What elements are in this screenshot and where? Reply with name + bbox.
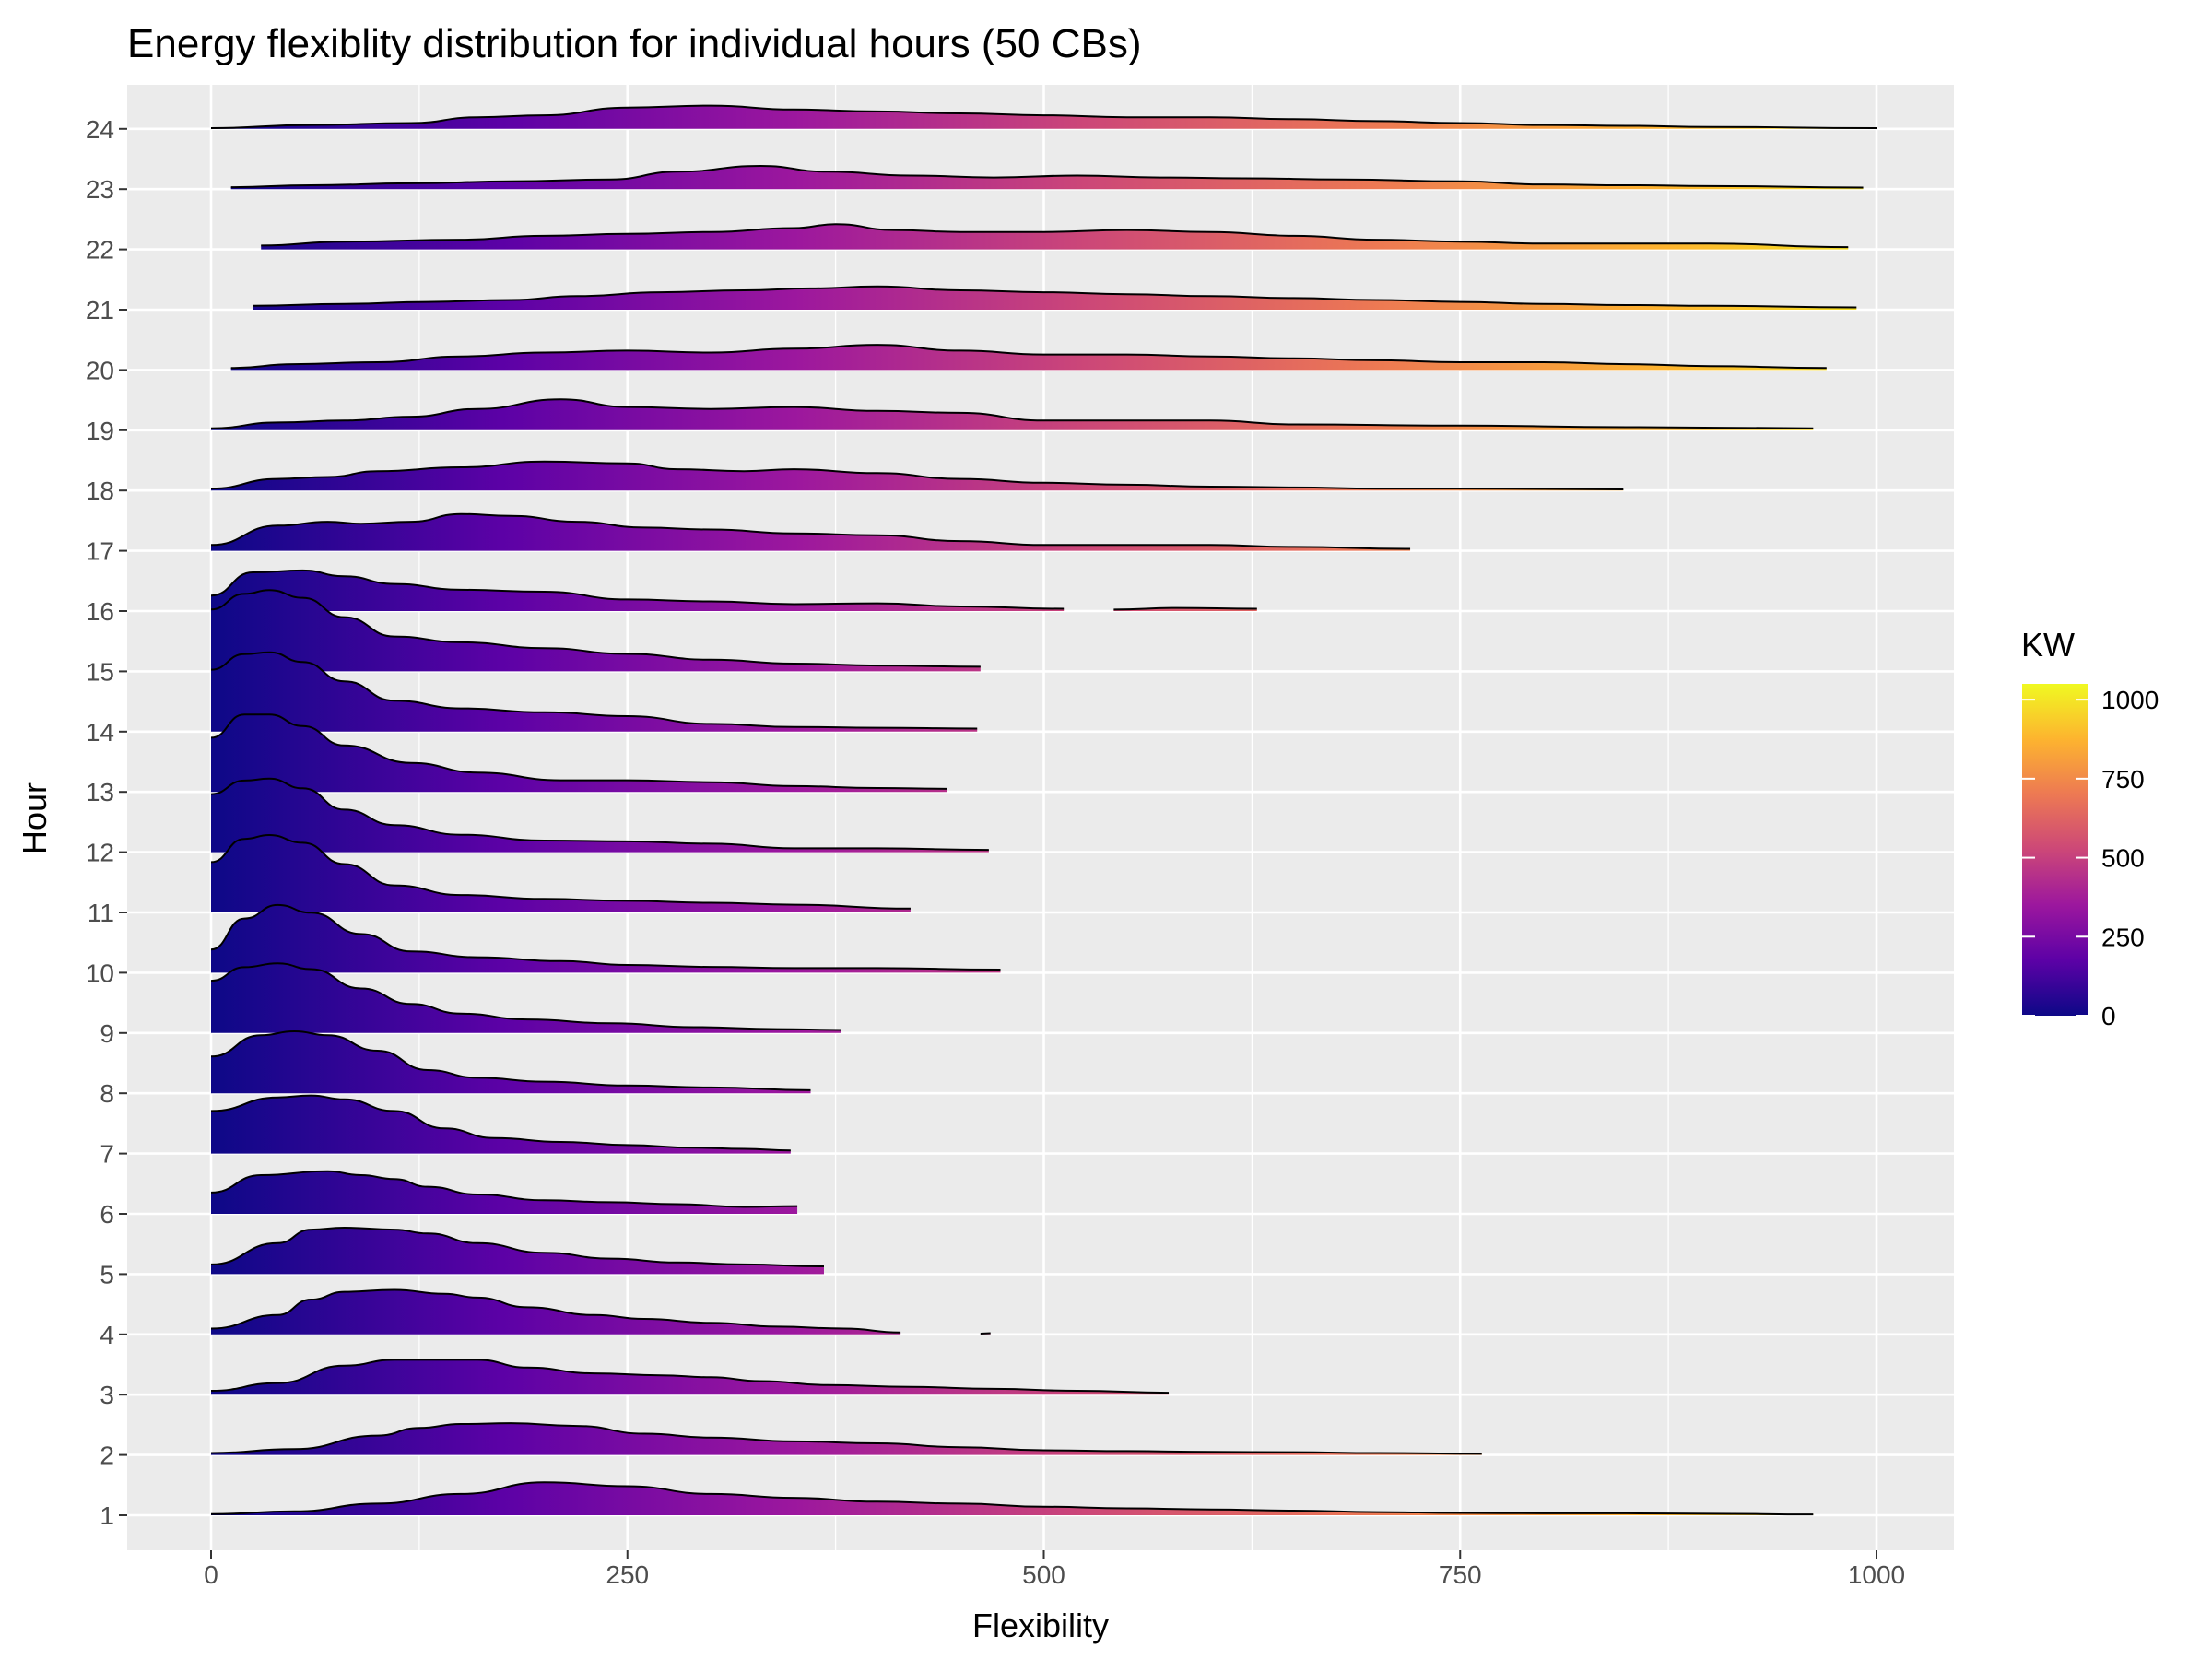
y-tick-label: 10 — [86, 959, 114, 987]
ridge-hour-12 — [211, 778, 989, 853]
ridge-hour-21 — [253, 286, 1857, 310]
ridge-hour-2 — [211, 1423, 1482, 1455]
legend-colorbar — [2022, 684, 2088, 1016]
ridge-outline-hour-7 — [210, 1094, 791, 1152]
x-tick-label: 1000 — [1848, 1560, 1905, 1589]
y-tick-label: 22 — [86, 236, 114, 265]
ridge-outline-hour-11 — [210, 833, 911, 910]
y-tick-label: 7 — [100, 1140, 114, 1169]
ridge-outline-hour-8 — [210, 1030, 811, 1091]
ridge-outline-hour-18 — [210, 460, 1624, 490]
ridge-outline-hour-24 — [210, 104, 1877, 129]
x-tick-label: 250 — [606, 1560, 649, 1589]
y-tick-label: 21 — [86, 296, 114, 324]
y-tick-label: 13 — [86, 778, 114, 806]
chart-title: Energy flexiblity distribution for indiv… — [127, 21, 1142, 66]
legend-title: KW — [2021, 626, 2075, 664]
y-tick-label: 4 — [100, 1321, 114, 1349]
ridge-hour-9 — [211, 963, 841, 1033]
y-tick-label: 3 — [100, 1381, 114, 1409]
ridge-outline-hour-23 — [230, 164, 1864, 189]
ridges — [210, 104, 1877, 1516]
ridge-outline-hour-12 — [210, 777, 989, 852]
y-axis-title: Hour — [16, 782, 53, 854]
y-tick-label: 1 — [100, 1501, 114, 1530]
x-axis: 0 250 500 750 1000 — [204, 1550, 1905, 1589]
ridge-outline-hour-14 — [210, 651, 978, 730]
ridge-hour-7 — [211, 1095, 791, 1154]
y-tick-label: 9 — [100, 1019, 114, 1048]
legend-label: 0 — [2101, 1002, 2116, 1030]
ridge-outline-hour-17 — [210, 512, 1411, 550]
y-tick-label: 19 — [86, 417, 114, 445]
y-tick-label: 17 — [86, 537, 114, 566]
ridge-hour-14 — [211, 652, 978, 732]
y-tick-label: 16 — [86, 597, 114, 626]
y-tick-label: 18 — [86, 477, 114, 505]
y-tick-label: 20 — [86, 356, 114, 384]
color-legend: KW 0 250 500 750 1000 — [2021, 626, 2159, 1030]
x-tick-label: 0 — [204, 1560, 218, 1589]
ridge-outline-hour-13 — [210, 713, 947, 790]
y-tick-label: 2 — [100, 1441, 114, 1470]
ridge-outline-hour-10 — [210, 903, 1001, 971]
ridge-hour-1 — [211, 1482, 1814, 1515]
y-tick-label: 15 — [86, 657, 114, 686]
ridge-outline-hour-20 — [230, 344, 1827, 370]
y-tick-label: 6 — [100, 1200, 114, 1229]
ridge-hour-15 — [211, 590, 981, 672]
ridge-hour-10 — [211, 904, 1001, 973]
ridge-hour-16 — [211, 570, 1065, 611]
legend-ticks: 0 250 500 750 1000 — [2022, 686, 2159, 1030]
y-tick-label: 8 — [100, 1079, 114, 1108]
ridge-outline-hour-19 — [210, 398, 1814, 429]
x-tick-label: 500 — [1022, 1560, 1065, 1589]
ridge-outline-hour-16 — [210, 569, 1065, 610]
ridge-hour-11 — [211, 835, 911, 912]
ridge-hour-13 — [211, 714, 947, 793]
y-tick-label: 5 — [100, 1260, 114, 1288]
x-axis-title: Flexibility — [972, 1606, 1109, 1644]
ridge-outline-hour-21 — [253, 285, 1857, 309]
ridge-hour-8 — [211, 1031, 811, 1094]
ridge-outline-hour-16 — [1113, 606, 1257, 611]
y-tick-label: 24 — [86, 115, 114, 144]
legend-label: 1000 — [2101, 686, 2159, 714]
y-tick-label: 23 — [86, 175, 114, 204]
x-tick-label: 750 — [1439, 1560, 1482, 1589]
ridge-outline-hour-5 — [210, 1226, 824, 1267]
legend-label: 500 — [2101, 844, 2145, 873]
ridge-outline-hour-22 — [261, 223, 1849, 249]
ridge-outline-hour-3 — [210, 1359, 1170, 1394]
y-tick-label: 12 — [86, 839, 114, 867]
ridge-outline-hour-1 — [210, 1481, 1814, 1516]
ridge-hour-22 — [261, 224, 1849, 250]
legend-label: 250 — [2101, 923, 2145, 951]
y-tick-label: 11 — [88, 899, 114, 927]
ridge-outline-hour-2 — [210, 1422, 1482, 1455]
ridge-hour-23 — [230, 166, 1864, 190]
ridge-outline-hour-15 — [210, 589, 981, 668]
y-tick-label: 14 — [86, 718, 114, 747]
ridge-hour-17 — [211, 513, 1411, 551]
ridge-outline-hour-6 — [210, 1170, 798, 1208]
ridge-outline-hour-9 — [210, 962, 841, 1031]
legend-label: 750 — [2101, 765, 2145, 794]
ridge-outline-hour-4 — [210, 1288, 901, 1334]
ridge-hour-6 — [211, 1171, 798, 1214]
